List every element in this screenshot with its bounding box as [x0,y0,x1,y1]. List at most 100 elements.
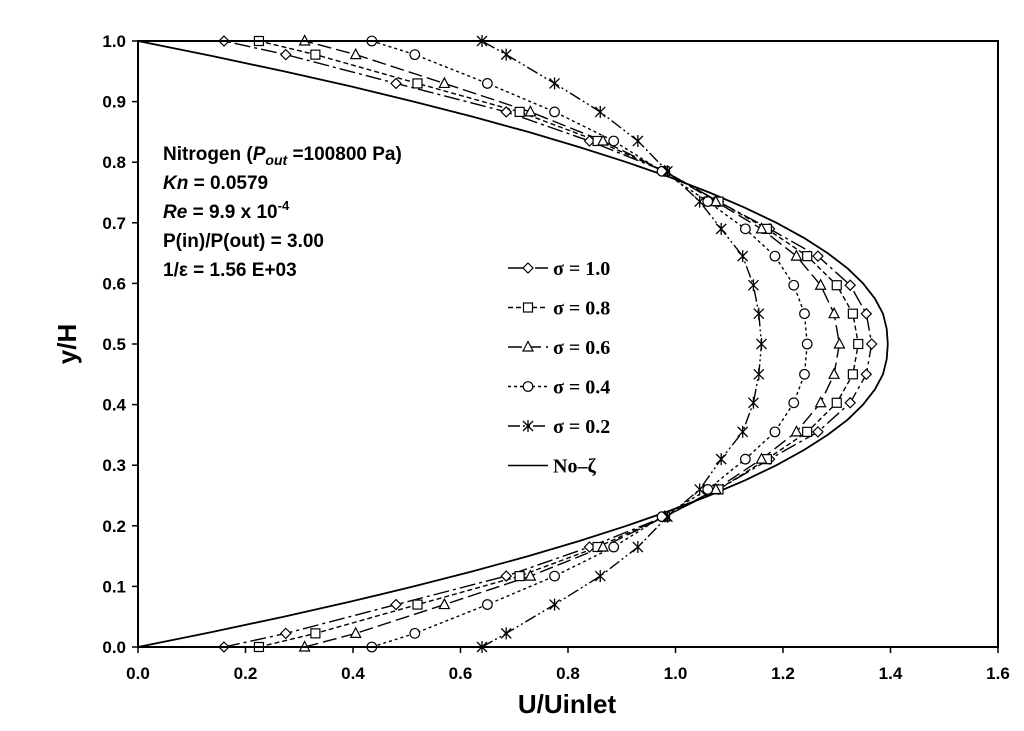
data-point-s1 [831,397,842,408]
data-point-s0 [279,48,292,61]
data-point-s0 [390,77,402,90]
series-markers [218,34,878,653]
y-tick-label: 0.6 [102,274,126,293]
legend-label-3: σ = 0.4 [553,377,610,399]
data-point-s3 [481,78,493,89]
data-point-s2 [790,249,803,261]
x-tick-label: 0.2 [234,664,258,683]
data-point-s2 [596,134,609,146]
x-axis-label: U/Uinlet [518,689,617,719]
x-tick-label: 1.6 [986,664,1010,683]
data-point-s0 [865,338,878,350]
y-tick-label: 0.4 [102,396,126,415]
data-point-s3 [799,308,810,320]
annotation-inverse-epsilon: 1/ε = 1.56 E+03 [163,260,297,281]
data-point-s1 [514,106,525,118]
legend-label-1: σ = 0.8 [553,298,610,320]
data-point-s3 [799,368,810,380]
data-point-s4 [694,195,706,208]
data-point-s0 [279,627,292,640]
data-point-s1 [853,338,864,350]
series-line-4 [481,40,763,648]
y-tick-label: 0.9 [102,93,126,112]
data-point-s4 [661,510,673,523]
data-point-s4 [549,598,561,611]
data-point-s3 [788,397,800,409]
data-point-s4 [500,627,512,640]
data-point-s3 [788,279,800,291]
data-point-s4 [715,222,727,235]
data-point-s3 [702,484,714,495]
data-point-s1 [310,49,321,60]
x-tick-label: 0.8 [556,664,580,683]
legend: σ = 1.0 σ = 0.8 σ = 0.6 σ = 0.4 σ = 0.2 No–ζ [508,258,610,478]
data-point-s3 [769,250,781,262]
data-point-s4 [500,48,512,61]
data-point-s0 [812,250,824,262]
legend-label-5: No–ζ [553,456,596,478]
data-point-s0 [390,598,402,611]
data-point-s0 [812,426,824,438]
x-tick-label: 1.2 [771,664,795,683]
data-point-s2 [709,194,722,207]
y-axis-ticks: 0.0 0.1 0.2 0.3 0.4 0.5 0.6 0.7 0.8 0.9 1.0 [102,32,138,657]
legend-marker-3 [522,381,534,392]
data-point-s2 [349,47,362,60]
data-point-s1 [412,78,423,89]
data-point-s4 [632,134,644,147]
conditions-annotation: Nitrogen (Pout =100800 Pa) Kn = 0.0579 R… [163,144,402,281]
annotation-kn: Kn = 0.0579 [163,173,268,194]
series-lines [137,40,889,648]
data-point-s1 [310,628,321,639]
y-tick-label: 0.8 [102,153,126,172]
data-point-s4 [747,279,759,292]
data-point-s4 [753,368,765,381]
data-point-s1 [514,570,525,582]
data-point-s4 [737,425,749,438]
data-point-s2 [438,76,451,89]
data-point-s3 [739,453,751,465]
data-point-s2 [814,395,827,408]
data-point-s3 [409,627,421,639]
data-point-s4 [661,165,673,178]
data-point-s4 [594,570,606,583]
data-point-s2 [755,222,768,234]
y-tick-label: 0.5 [102,335,126,354]
data-point-s0 [500,106,513,118]
data-point-s3 [769,426,781,438]
data-point-s4 [694,483,706,496]
y-tick-label: 0.1 [102,577,126,596]
data-point-s3 [702,196,714,207]
data-point-s2 [349,626,362,638]
data-point-s3 [656,165,668,177]
data-point-s3 [549,106,560,118]
data-point-s1 [847,369,858,380]
legend-marker-4 [522,420,534,432]
x-tick-label: 0.6 [449,664,473,683]
data-point-s4 [632,541,644,554]
data-point-s4 [594,105,606,118]
data-point-s4 [753,307,765,320]
y-tick-label: 0.0 [102,638,126,657]
legend-marker-0 [522,262,534,274]
data-point-s2 [814,278,827,290]
data-point-s2 [828,306,841,319]
data-point-s1 [802,251,813,262]
y-tick-label: 0.7 [102,214,126,233]
data-point-s4 [737,250,749,263]
x-axis-ticks: 0.0 0.2 0.4 0.6 0.8 1.0 1.2 1.4 1.6 [126,647,1010,683]
data-point-s3 [481,599,493,610]
y-tick-label: 0.3 [102,456,126,475]
legend-label-4: σ = 0.2 [553,416,610,438]
data-point-s2 [438,597,451,610]
data-point-s3 [409,49,421,61]
data-point-s4 [715,453,727,466]
data-point-s2 [524,569,537,581]
data-point-s2 [790,425,803,437]
data-point-s2 [524,105,537,117]
data-point-s3 [739,223,751,235]
legend-marker-2 [522,340,534,352]
data-point-s0 [844,279,857,292]
data-point-s0 [844,396,857,409]
